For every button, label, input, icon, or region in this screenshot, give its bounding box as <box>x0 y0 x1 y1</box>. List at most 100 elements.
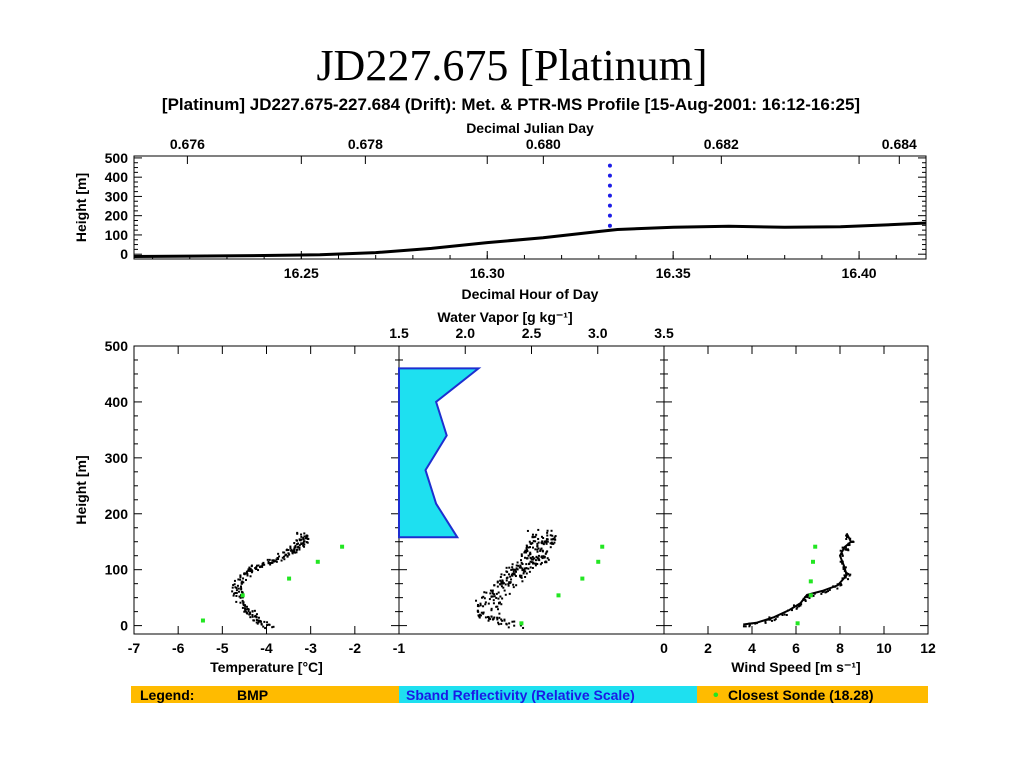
bmp-point <box>813 592 816 595</box>
bmp-point <box>550 541 553 544</box>
profile-frame <box>133 345 400 635</box>
x-tick-label: 16.25 <box>284 265 319 281</box>
bmp-point <box>303 545 306 548</box>
bmp-point <box>247 610 250 613</box>
bmp-point <box>500 585 503 588</box>
bmp-point <box>848 543 851 546</box>
bmp-point <box>536 542 539 545</box>
bmp-point <box>841 546 844 549</box>
bmp-point <box>824 591 827 594</box>
bmp-point <box>527 546 530 549</box>
bmp-point <box>241 599 244 602</box>
bmp-point <box>530 557 533 560</box>
bmp-point <box>543 555 546 558</box>
bmp-point <box>250 571 253 574</box>
bmp-point <box>269 562 272 565</box>
bmp-point <box>549 534 552 537</box>
bmp-point <box>243 572 246 575</box>
drift-marker-point <box>607 163 612 168</box>
bmp-point <box>266 624 269 627</box>
bmp-point <box>524 550 527 553</box>
bmp-point <box>524 570 527 573</box>
bmp-point <box>510 574 513 577</box>
bmp-point <box>240 587 243 590</box>
bmp-point <box>495 605 498 608</box>
bmp-point <box>519 566 522 569</box>
x-tick-label: -5 <box>216 640 229 656</box>
bmp-point <box>487 619 490 622</box>
bmp-point <box>529 553 532 556</box>
bmp-point <box>293 548 296 551</box>
bmp-point <box>806 596 809 599</box>
bmp-point <box>843 574 846 577</box>
bmp-point <box>530 542 533 545</box>
y-tick-label: 0 <box>120 246 128 262</box>
legend: Legend: BMP Sband Reflectivity (Relative… <box>131 686 928 704</box>
bmp-point <box>750 622 753 625</box>
bmp-point <box>499 579 502 582</box>
bmp-point <box>233 592 236 595</box>
bmp-point <box>520 561 523 564</box>
bmp-point <box>496 618 499 621</box>
bmp-point <box>511 620 514 623</box>
bmp-point <box>232 584 235 587</box>
bmp-point <box>271 561 274 564</box>
bmp-point <box>255 619 258 622</box>
bmp-point <box>521 569 524 572</box>
bmp-point <box>484 603 487 606</box>
bmp-point <box>501 580 504 583</box>
bmp-point <box>491 592 494 595</box>
bmp-point <box>249 575 252 578</box>
bmp-point <box>769 618 772 621</box>
bmp-point <box>541 540 544 543</box>
bmp-point <box>243 610 246 613</box>
drift-marker-point <box>607 203 612 208</box>
bmp-point <box>535 556 538 559</box>
bmp-point <box>787 609 790 612</box>
bmp-point <box>240 582 243 585</box>
bmp-point <box>239 585 242 588</box>
bmp-point <box>253 609 256 612</box>
x-tick-label: -4 <box>260 640 273 656</box>
bmp-point <box>294 544 297 547</box>
bmp-point <box>539 563 542 566</box>
bmp-point <box>282 551 285 554</box>
bmp-point <box>785 613 788 616</box>
bmp-point <box>515 584 518 587</box>
bmp-point <box>546 531 549 534</box>
slide-title: JD227.675 [Platinum] <box>316 41 708 90</box>
bmp-point <box>552 538 555 541</box>
bmp-point <box>238 595 241 598</box>
x-top-tick-label: 2.5 <box>522 325 542 341</box>
bmp-point <box>502 582 505 585</box>
bmp-point <box>505 570 508 573</box>
bmp-point <box>534 535 537 538</box>
sonde-point <box>240 593 245 598</box>
bmp-point <box>483 597 486 600</box>
bmp-point <box>531 566 534 569</box>
bmp-point <box>520 576 523 579</box>
bmp-point <box>289 547 292 550</box>
bmp-point <box>822 590 825 593</box>
bmp-point <box>300 542 303 545</box>
bmp-point <box>241 606 244 609</box>
bmp-point <box>844 566 847 569</box>
bmp-point <box>266 621 269 624</box>
bmp-point <box>242 577 245 580</box>
bmp-point <box>549 542 552 545</box>
drift-marker-point <box>607 173 612 178</box>
bmp-point <box>251 615 254 618</box>
bmp-point <box>850 540 853 543</box>
bmp-point <box>249 568 252 571</box>
bmp-point <box>490 607 493 610</box>
bmp-point <box>236 584 239 587</box>
bmp-point <box>543 540 546 543</box>
bmp-point <box>844 548 847 551</box>
bmp-line <box>743 532 853 626</box>
bmp-point <box>540 561 543 564</box>
bmp-point <box>261 565 264 568</box>
x-tick-label: -1 <box>393 640 406 656</box>
bmp-point <box>492 618 495 621</box>
x-top-tick-label: 3.0 <box>588 325 608 341</box>
bmp-point <box>285 553 288 556</box>
